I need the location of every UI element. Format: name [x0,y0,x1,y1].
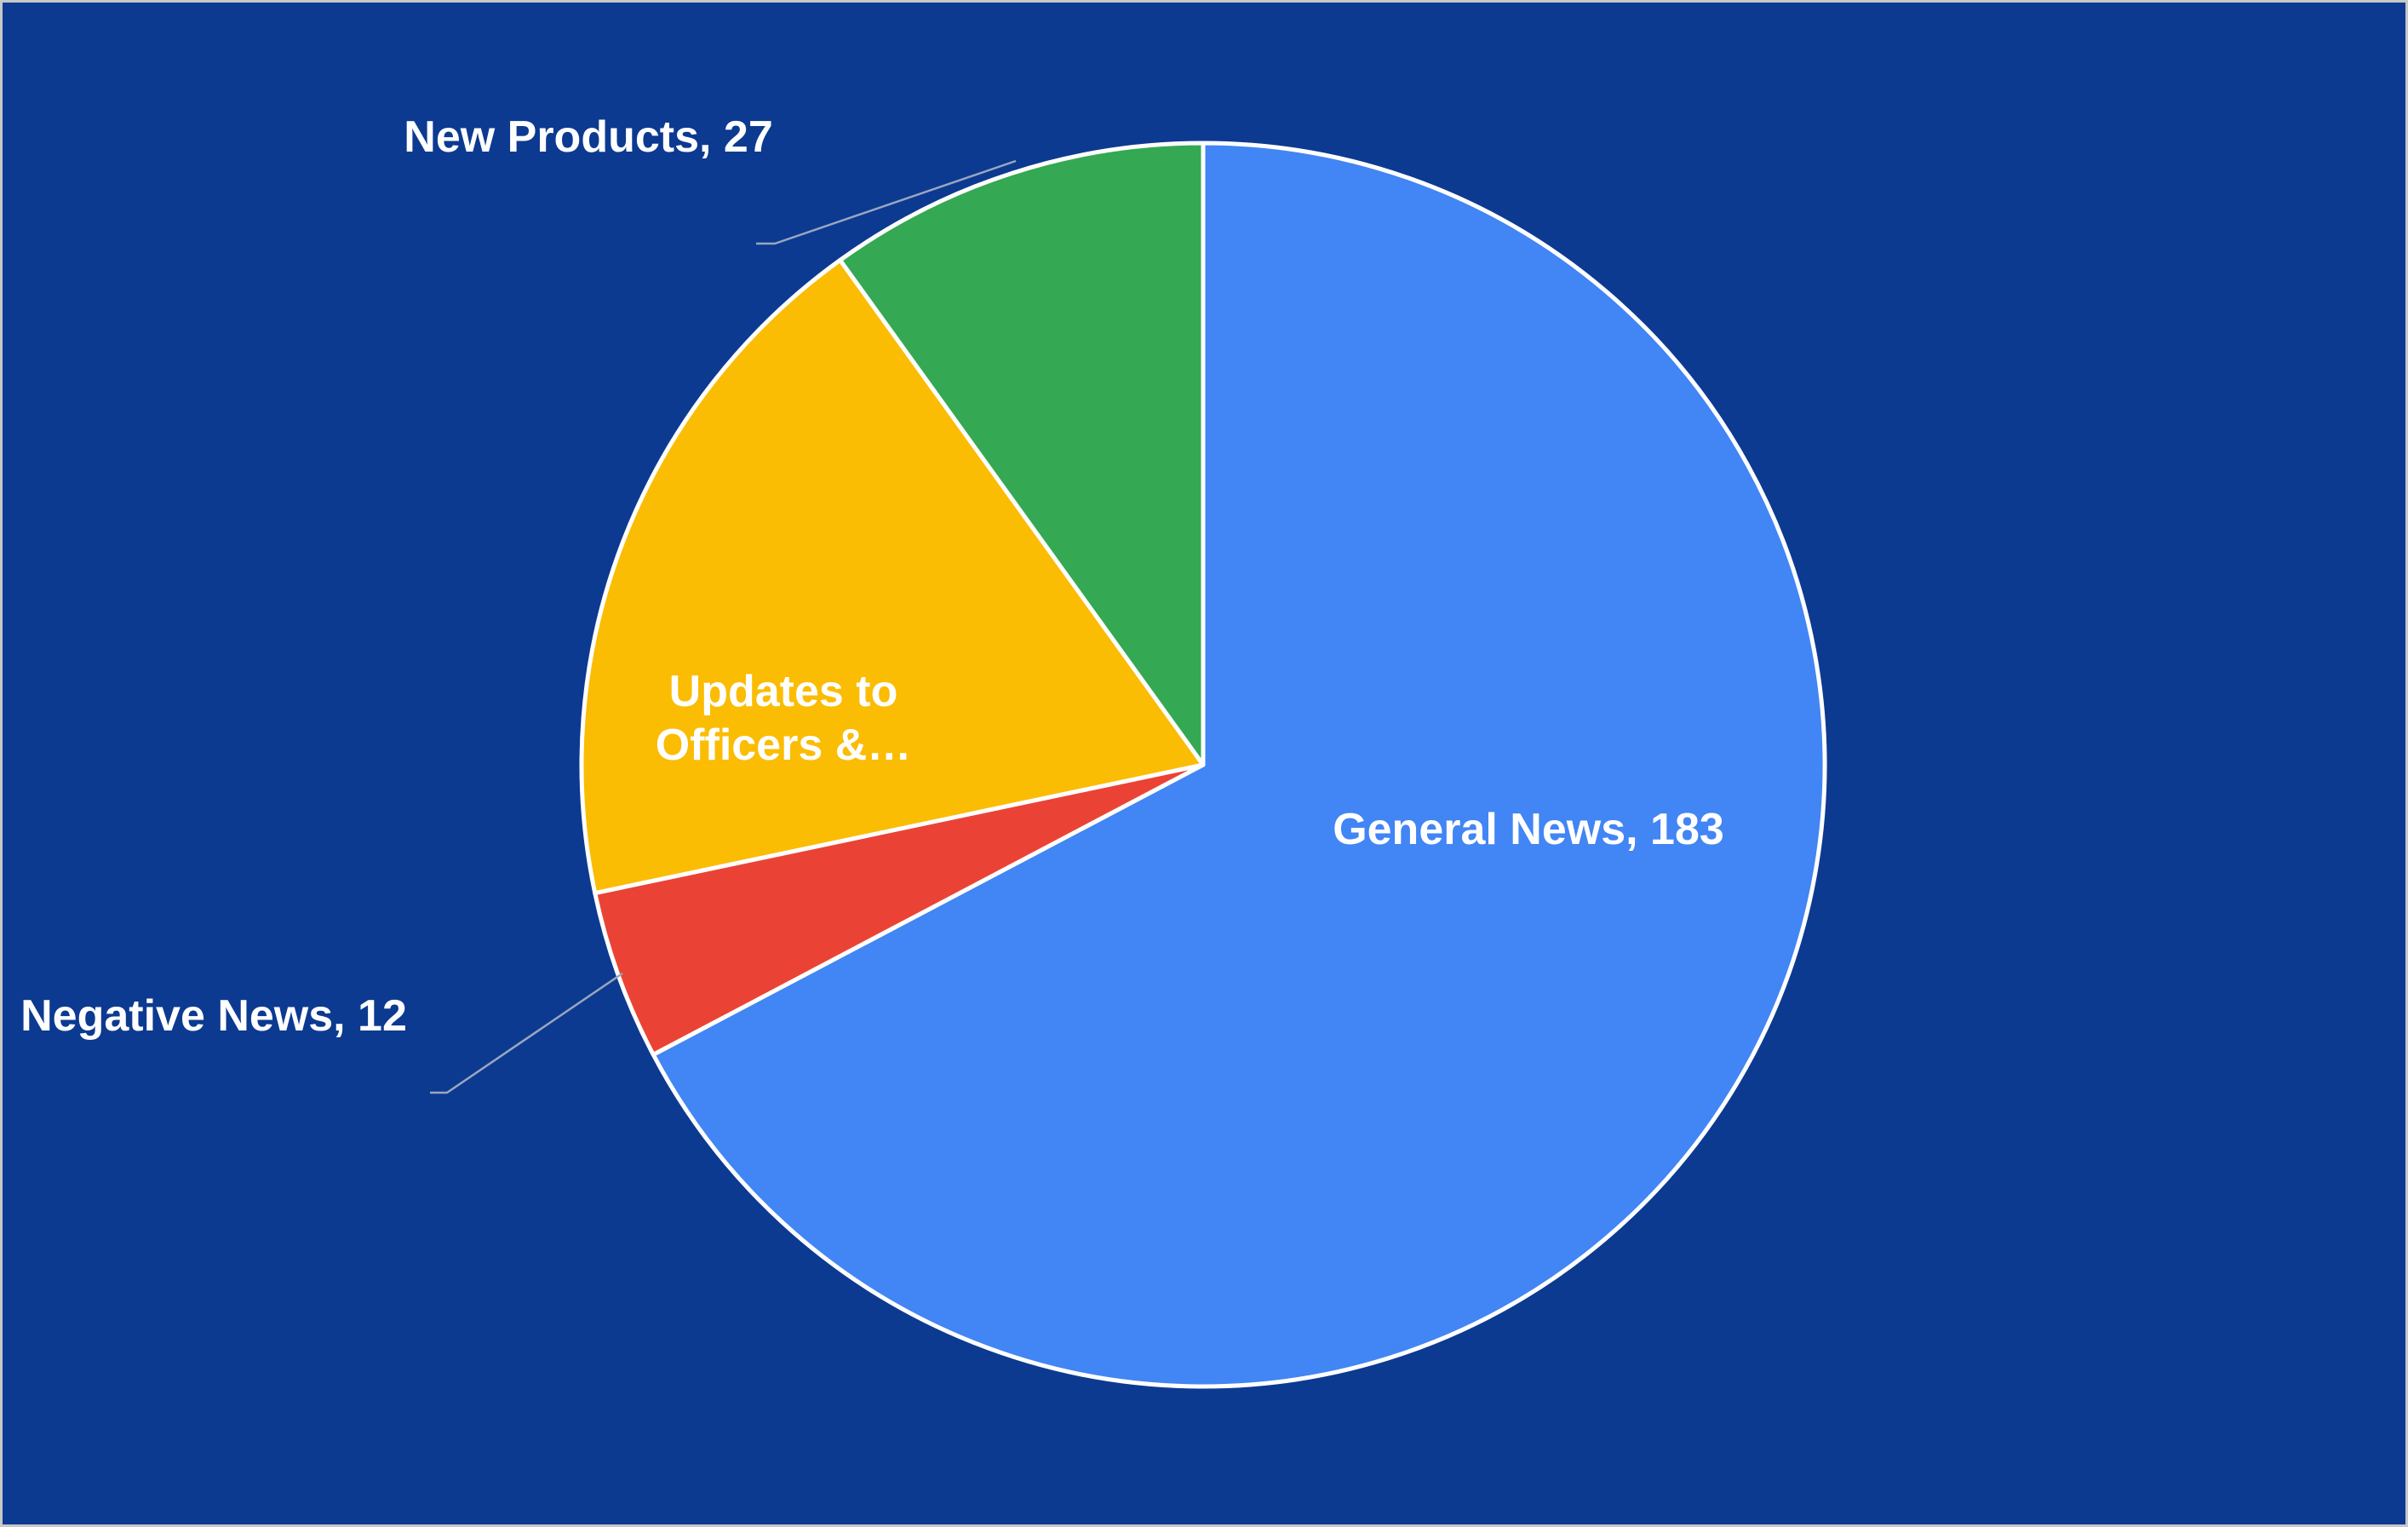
pie-chart-svg: General News, 183 Negative News, 12 Update… [20,112,1827,1389]
leader-line-new-products [756,159,1017,245]
slice-label-negative-news: Negative News, 12 [20,991,407,1041]
slice-labels: General News, 183 Negative News, 12 Update… [20,112,1724,1041]
slice-label-updates-to-officers-directors: Updates to Officers &… [656,667,912,770]
leader-line-negative-news [430,972,623,1094]
pie-slice-new-products [838,141,1206,767]
pie-slices [579,141,1827,1389]
leader-lines [430,159,1017,1094]
slice-label-new-products: New Products, 27 [404,112,772,162]
pie-slice-general-news [651,141,1827,1389]
pie-slice-updates-to-officers-directors [579,257,1206,896]
slice-label-general-news: General News, 183 [1333,805,1724,854]
